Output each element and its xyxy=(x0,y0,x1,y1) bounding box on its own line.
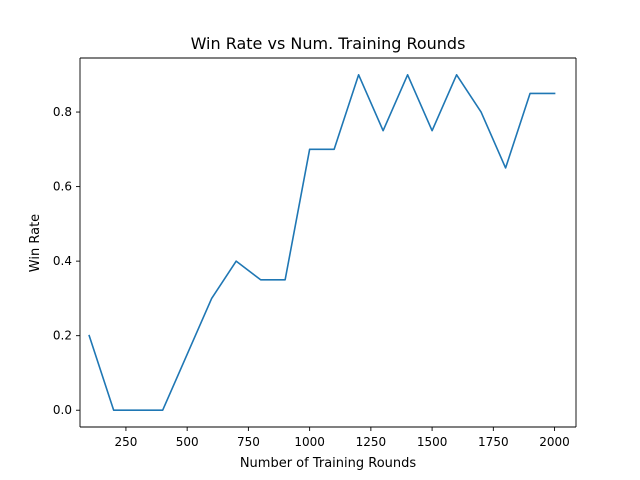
x-tick-label: 1500 xyxy=(417,435,448,449)
y-tick-label: 0.2 xyxy=(53,329,72,343)
y-tick-label: 0.8 xyxy=(53,105,72,119)
y-tick-label: 0.4 xyxy=(53,254,72,268)
chart-title: Win Rate vs Num. Training Rounds xyxy=(191,34,466,53)
x-tick-label: 750 xyxy=(237,435,260,449)
x-tick-label: 500 xyxy=(176,435,199,449)
plot-area: 250 500 750 1000 1250 1500 1750 2000 0.0 0.2 0.4 0.… xyxy=(53,57,577,449)
x-tick-label: 1000 xyxy=(294,435,325,449)
x-tick-label: 250 xyxy=(114,435,137,449)
series-line-0 xyxy=(88,73,556,412)
y-axis-label: Win Rate xyxy=(28,214,43,272)
y-tick-label: 0.0 xyxy=(53,403,72,417)
x-tick-label: 1750 xyxy=(478,435,509,449)
x-tick-label: 2000 xyxy=(539,435,570,449)
x-axis-label: Number of Training Rounds xyxy=(240,456,417,471)
y-tick-label: 0.6 xyxy=(53,180,72,194)
x-tick-label: 1250 xyxy=(356,435,387,449)
